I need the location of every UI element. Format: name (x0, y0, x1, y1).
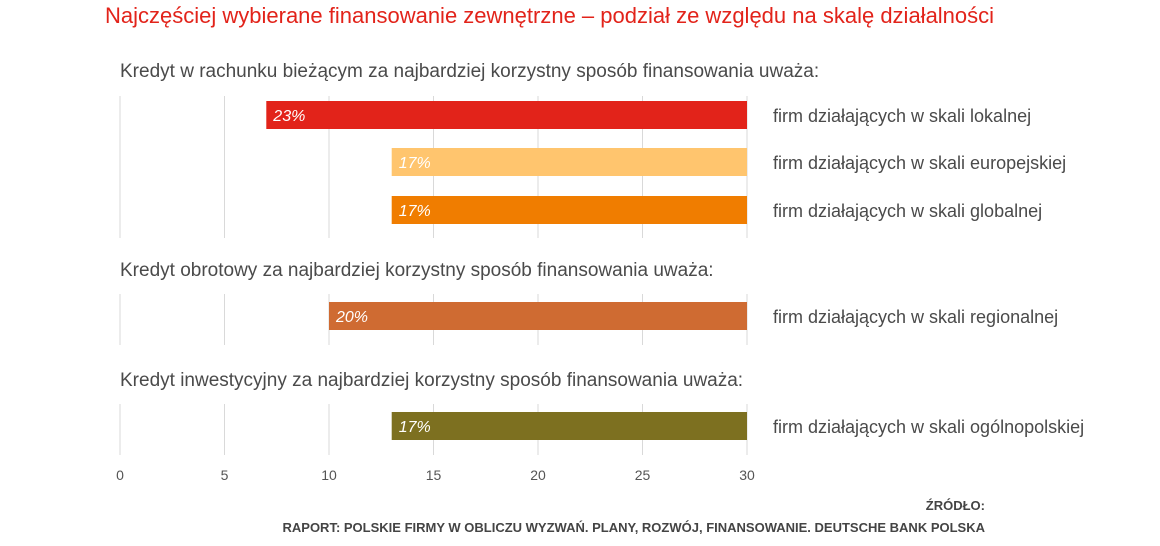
source-text: RAPORT: POLSKIE FIRMY W OBLICZU WYZWAŃ. … (282, 520, 986, 535)
bar (391, 148, 747, 176)
bar-value-label: 17% (399, 203, 431, 220)
bar-category-label: firm działających w skali globalnej (773, 201, 1042, 221)
bar-category-label: firm działających w skali lokalnej (773, 106, 1031, 126)
x-tick-label: 25 (635, 467, 651, 483)
bar-category-label: firm działających w skali europejskiej (773, 153, 1066, 173)
bar-value-label: 23% (272, 108, 305, 125)
bar-category-label: firm działających w skali regionalnej (773, 307, 1058, 327)
group-label: Kredyt inwestycyjny za najbardziej korzy… (120, 370, 743, 391)
x-tick-label: 0 (116, 467, 124, 483)
x-tick-label: 15 (426, 467, 442, 483)
x-tick-label: 30 (739, 467, 755, 483)
bar-value-label: 20% (335, 309, 368, 326)
bar-value-label: 17% (399, 155, 431, 172)
x-tick-label: 10 (321, 467, 337, 483)
source-heading: ŹRÓDŁO: (925, 498, 985, 513)
x-tick-label: 5 (221, 467, 229, 483)
group-label: Kredyt w rachunku bieżącym za najbardzie… (120, 61, 819, 82)
bar (329, 302, 747, 330)
bar (391, 412, 747, 440)
x-tick-label: 20 (530, 467, 546, 483)
bar-category-label: firm działających w skali ogólnopolskiej (773, 417, 1084, 437)
bar (391, 196, 747, 224)
bar (266, 101, 747, 129)
chart-title: Najczęściej wybierane finansowanie zewnę… (105, 3, 995, 28)
group-label: Kredyt obrotowy za najbardziej korzystny… (120, 260, 714, 281)
bar-value-label: 17% (399, 419, 431, 436)
